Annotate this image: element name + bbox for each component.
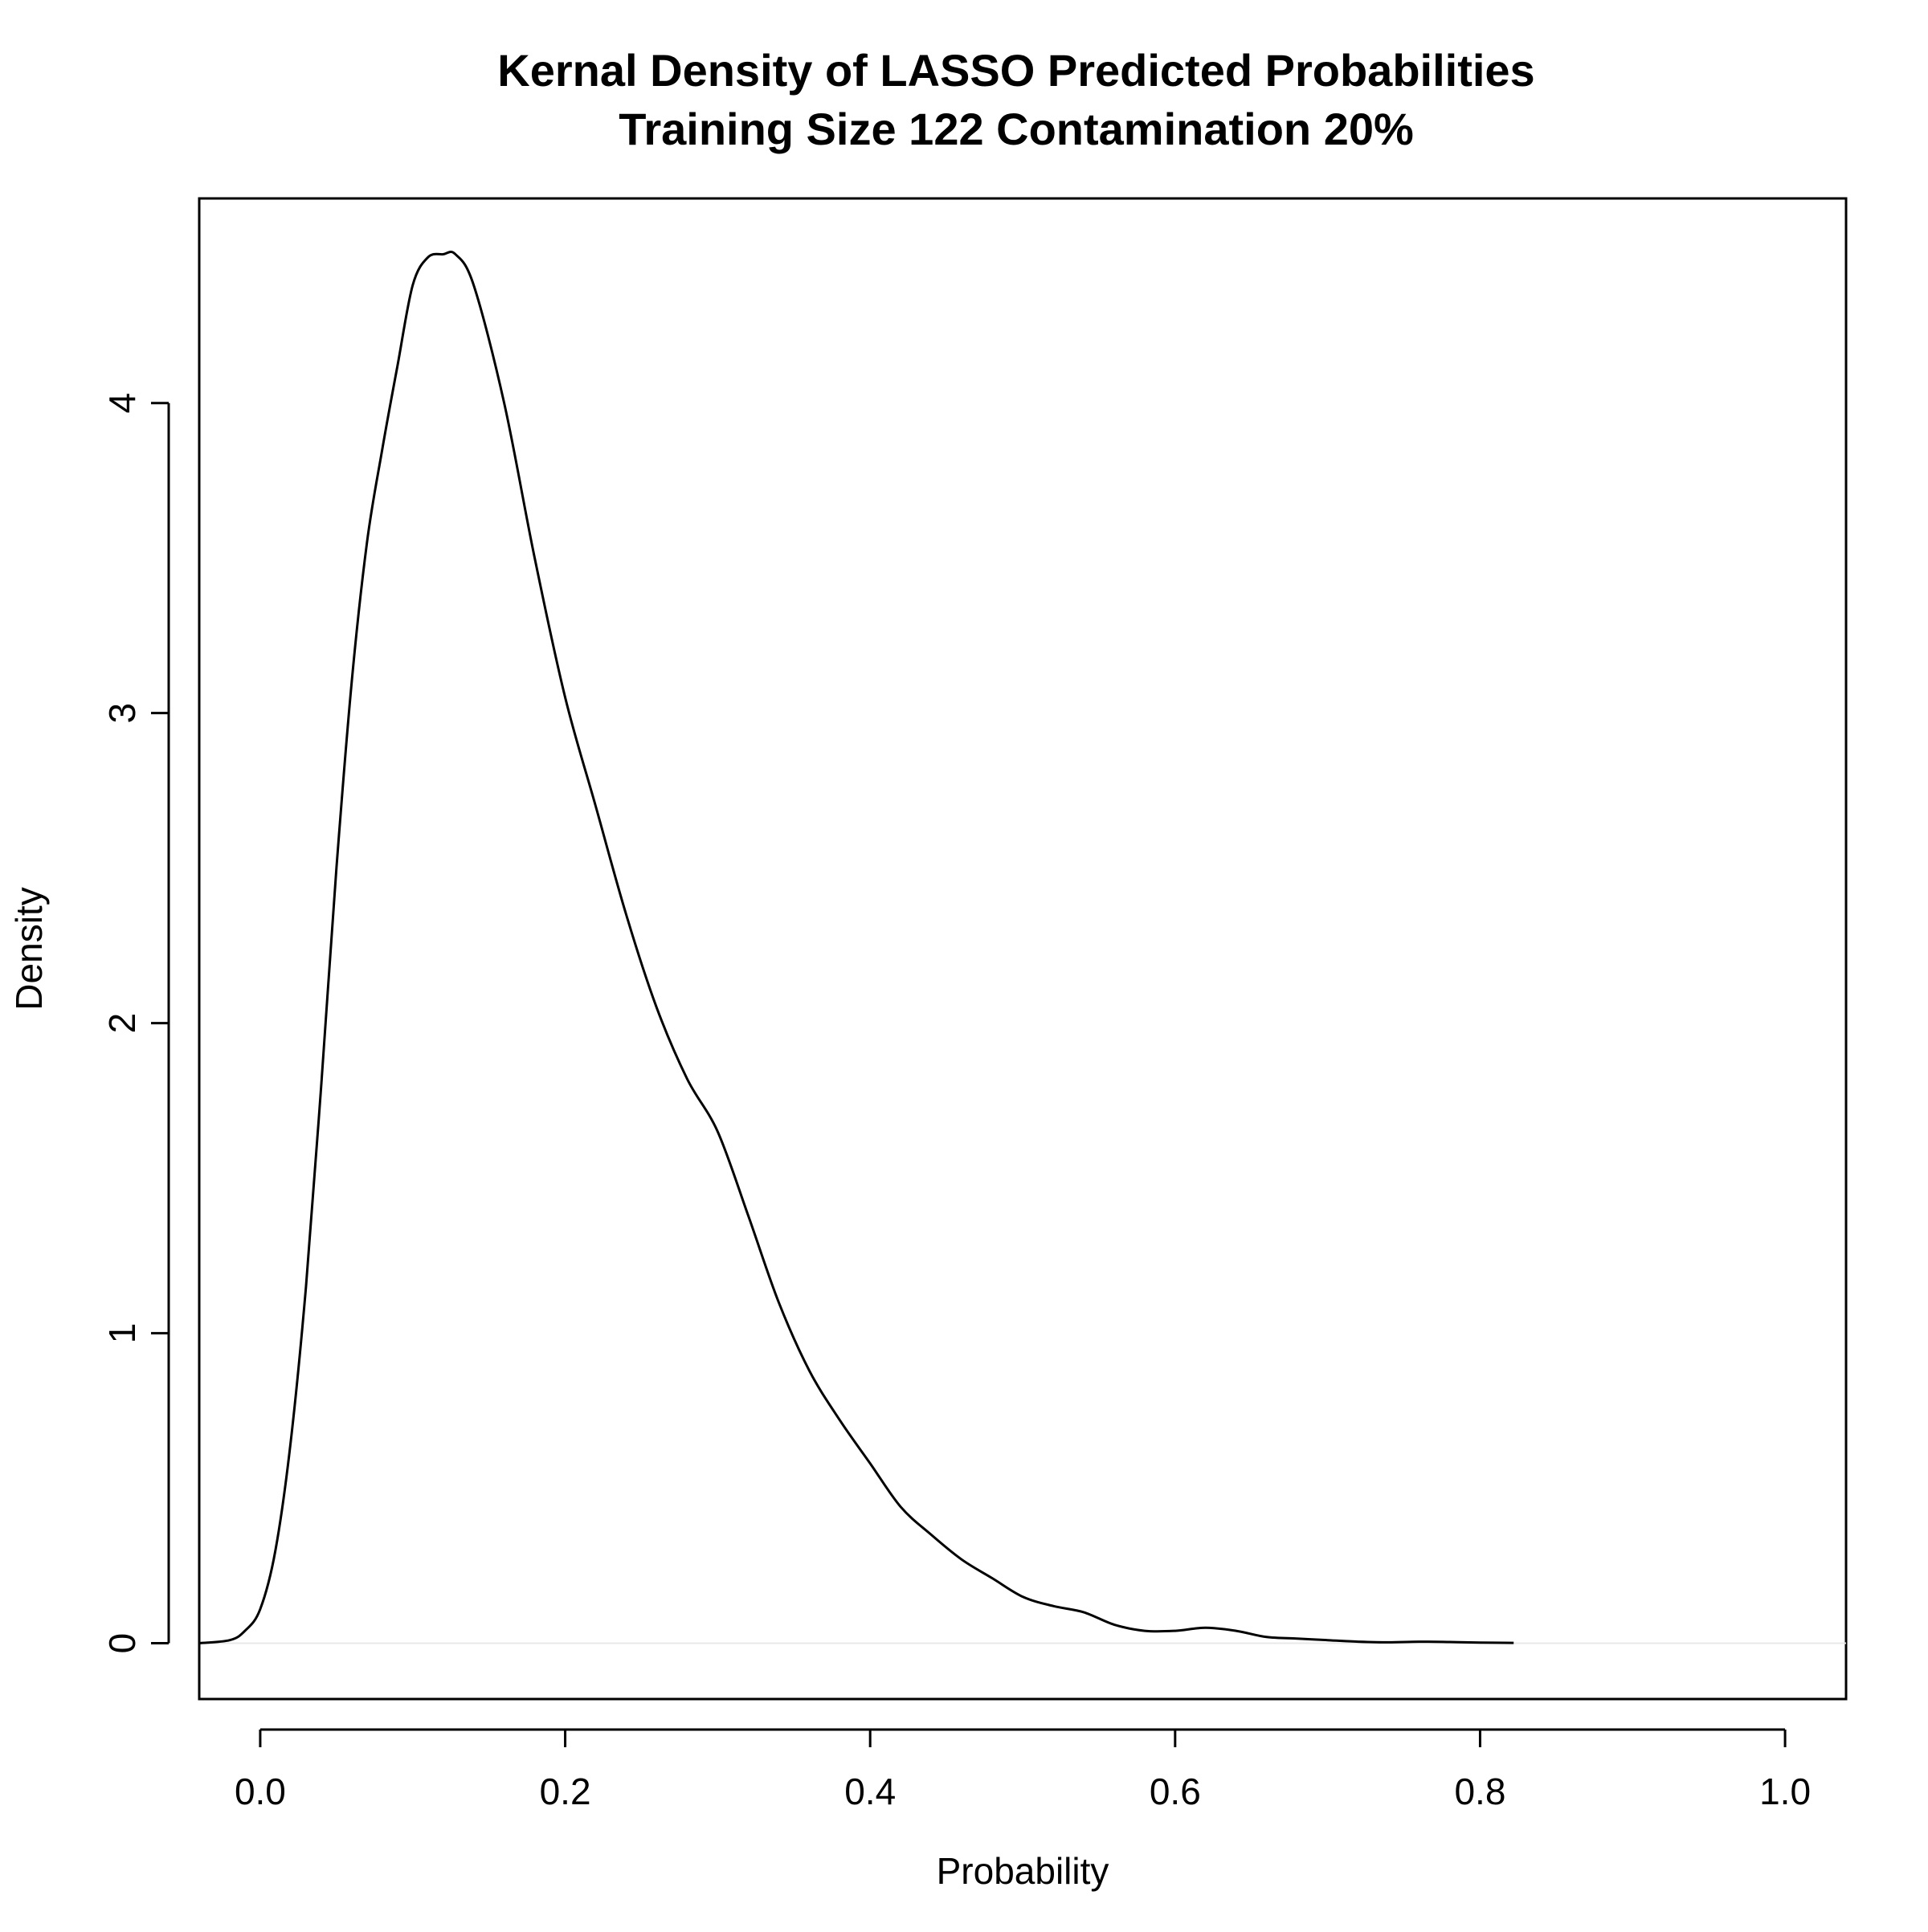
- plot-frame: [198, 197, 1848, 1701]
- y-tick-label: 3: [101, 703, 143, 724]
- chart-title: Kernal Density of LASSO Predicted Probab…: [497, 45, 1534, 96]
- chart-subtitle: Training Size 122 Contamination 20%: [619, 104, 1414, 154]
- y-tick-label: 4: [101, 393, 143, 414]
- x-tick-label: 0.0: [235, 1771, 286, 1812]
- density-line: [198, 250, 1514, 1644]
- x-tick-label: 0.6: [1150, 1771, 1201, 1812]
- y-tick-label: 0: [101, 1633, 143, 1654]
- y-tick-label: 1: [101, 1323, 143, 1344]
- x-tick-label: 0.4: [844, 1771, 896, 1812]
- x-tick-label: 1.0: [1759, 1771, 1811, 1812]
- x-tick-label: 0.8: [1454, 1771, 1505, 1812]
- x-axis: 0.0 0.2 0.4 0.6 0.8 1.0: [235, 1728, 1811, 1812]
- y-tick-label: 2: [101, 1013, 143, 1034]
- x-tick-label: 0.2: [540, 1771, 591, 1812]
- x-axis-label: Probability: [937, 1850, 1109, 1892]
- y-axis-label: Density: [8, 887, 50, 1010]
- y-axis: 0 1 2 3 4: [101, 393, 170, 1654]
